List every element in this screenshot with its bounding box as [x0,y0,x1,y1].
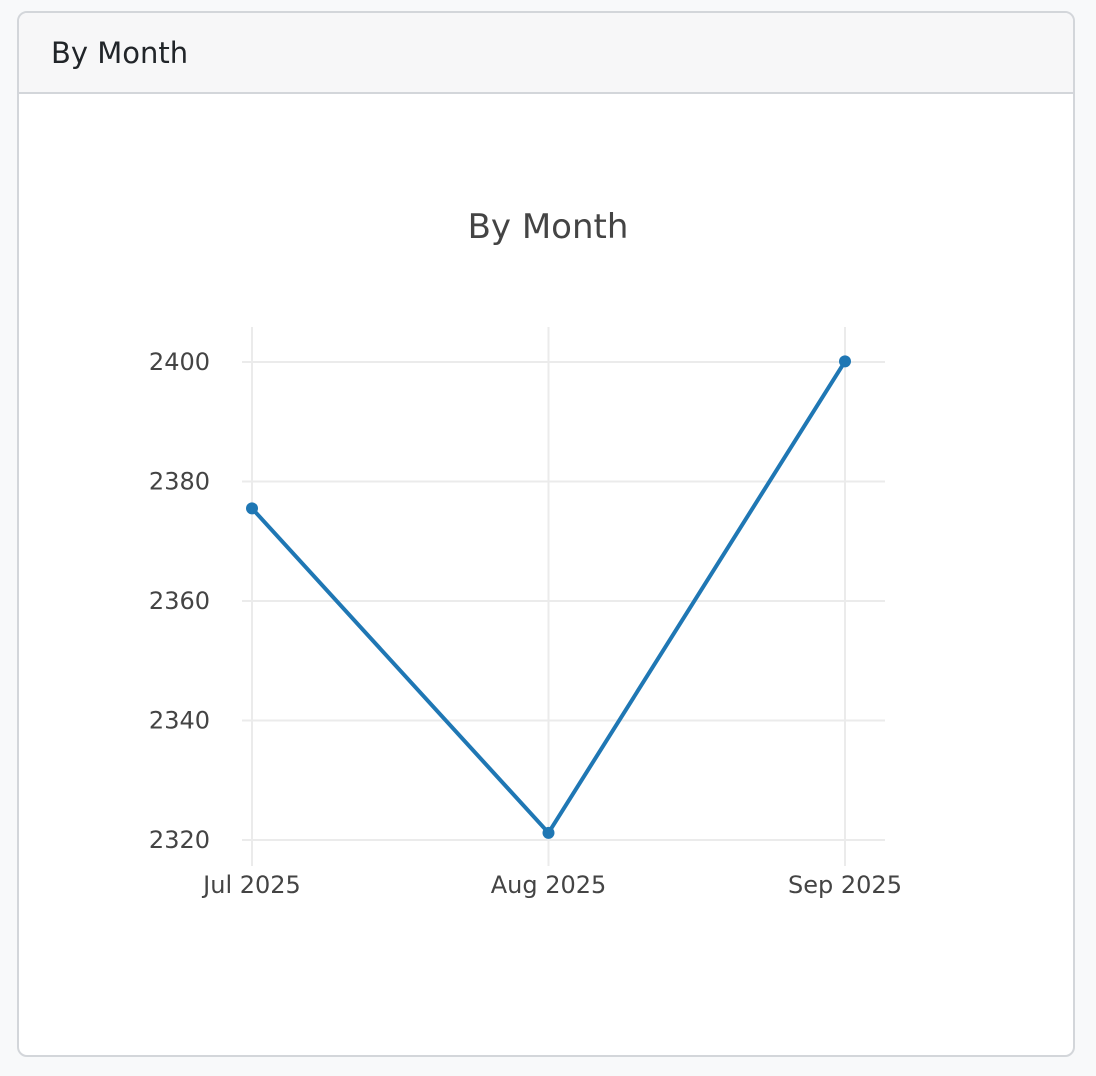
card-header-title: By Month [51,35,189,70]
y-tick-label: 2320 [149,826,210,854]
series-layer [246,355,851,839]
x-axis: Jul 2025 Aug 2025 Sep 2025 [201,871,902,899]
grid-layer [242,327,885,866]
y-tick-label: 2380 [149,468,210,496]
card-header: By Month [19,13,1073,94]
y-axis: 2320 2340 2360 2380 2400 [149,348,210,854]
line-chart: By Month 2320 2340 2360 2380 2400 Jul 2025 Au… [149,207,902,899]
data-point [246,502,258,515]
y-tick-label: 2360 [149,587,210,615]
x-tick-label: Aug 2025 [491,871,607,899]
x-tick-label: Sep 2025 [788,871,902,899]
data-point [839,355,851,368]
card-body: By Month 2320 2340 2360 2380 2400 Jul 2025 Au… [19,94,1073,1055]
chart-card: By Month By Month 2320 2340 2360 2380 2400 J… [17,11,1075,1057]
y-tick-label: 2400 [149,348,210,376]
x-tick-label: Jul 2025 [201,871,301,899]
data-point [542,826,555,839]
y-tick-label: 2340 [149,707,210,735]
chart-title: By Month [468,207,629,247]
